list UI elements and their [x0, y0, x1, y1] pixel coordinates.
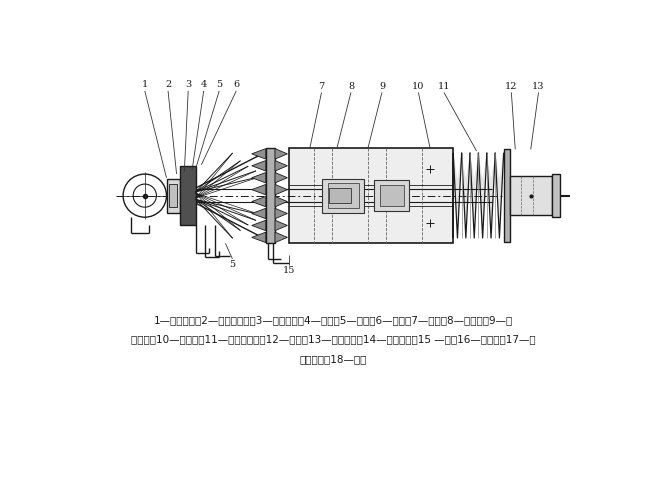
Polygon shape: [275, 184, 287, 195]
Polygon shape: [252, 161, 266, 171]
Text: 9: 9: [379, 82, 385, 91]
Bar: [380, 185, 404, 206]
Bar: [510, 176, 552, 215]
Text: 1: 1: [142, 81, 148, 89]
Bar: [166, 179, 181, 213]
Polygon shape: [275, 220, 287, 231]
Bar: [552, 174, 560, 217]
Bar: [374, 180, 409, 211]
Polygon shape: [275, 173, 287, 183]
Polygon shape: [252, 220, 266, 231]
Text: 6: 6: [233, 81, 239, 89]
Polygon shape: [252, 196, 266, 207]
Text: 2: 2: [165, 81, 171, 89]
Text: 13: 13: [532, 82, 545, 91]
Text: 3: 3: [185, 81, 191, 89]
Bar: [289, 148, 453, 244]
Bar: [181, 166, 196, 225]
Bar: [266, 148, 275, 244]
Text: 12: 12: [505, 82, 517, 91]
Polygon shape: [252, 208, 266, 219]
Text: 8: 8: [348, 82, 354, 91]
Bar: [169, 184, 177, 207]
Polygon shape: [453, 153, 461, 238]
Text: 向斜块；10—分水盘；11—下减震装置；12—方头；13—钒杆销轴；14—减震总成；15 —杆；16—中间杆；17—防: 向斜块；10—分水盘；11—下减震装置；12—方头；13—钒杆销轴；14—减震总…: [131, 335, 536, 345]
Polygon shape: [478, 153, 487, 238]
Text: 15: 15: [283, 266, 295, 275]
Text: 1—限位装置；2—防带杆装置；3—上端法兰；4—挡环；5—转环；6—芯杆；7—键条；8—加压台；9—导: 1—限位装置；2—防带杆装置；3—上端法兰；4—挡环；5—转环；6—芯杆；7—键…: [153, 315, 513, 325]
Text: 10: 10: [412, 82, 424, 91]
Polygon shape: [470, 153, 478, 238]
Polygon shape: [495, 153, 504, 238]
Text: 11: 11: [437, 82, 450, 91]
Polygon shape: [275, 232, 287, 243]
Polygon shape: [275, 149, 287, 159]
Polygon shape: [275, 208, 287, 219]
Polygon shape: [462, 153, 470, 238]
Polygon shape: [252, 173, 266, 183]
Polygon shape: [252, 149, 266, 159]
Polygon shape: [330, 188, 351, 203]
Text: 5: 5: [229, 260, 235, 269]
Text: 4: 4: [201, 81, 207, 89]
Polygon shape: [252, 184, 266, 195]
Text: 7: 7: [318, 82, 324, 91]
Polygon shape: [252, 232, 266, 243]
Polygon shape: [275, 161, 287, 171]
Polygon shape: [275, 196, 287, 207]
Text: 5: 5: [216, 81, 222, 89]
Text: 带杆托盘；18—扁头: 带杆托盘；18—扁头: [300, 354, 367, 364]
Bar: [322, 179, 364, 213]
Polygon shape: [487, 153, 495, 238]
Bar: [504, 149, 510, 242]
Bar: [328, 183, 359, 208]
